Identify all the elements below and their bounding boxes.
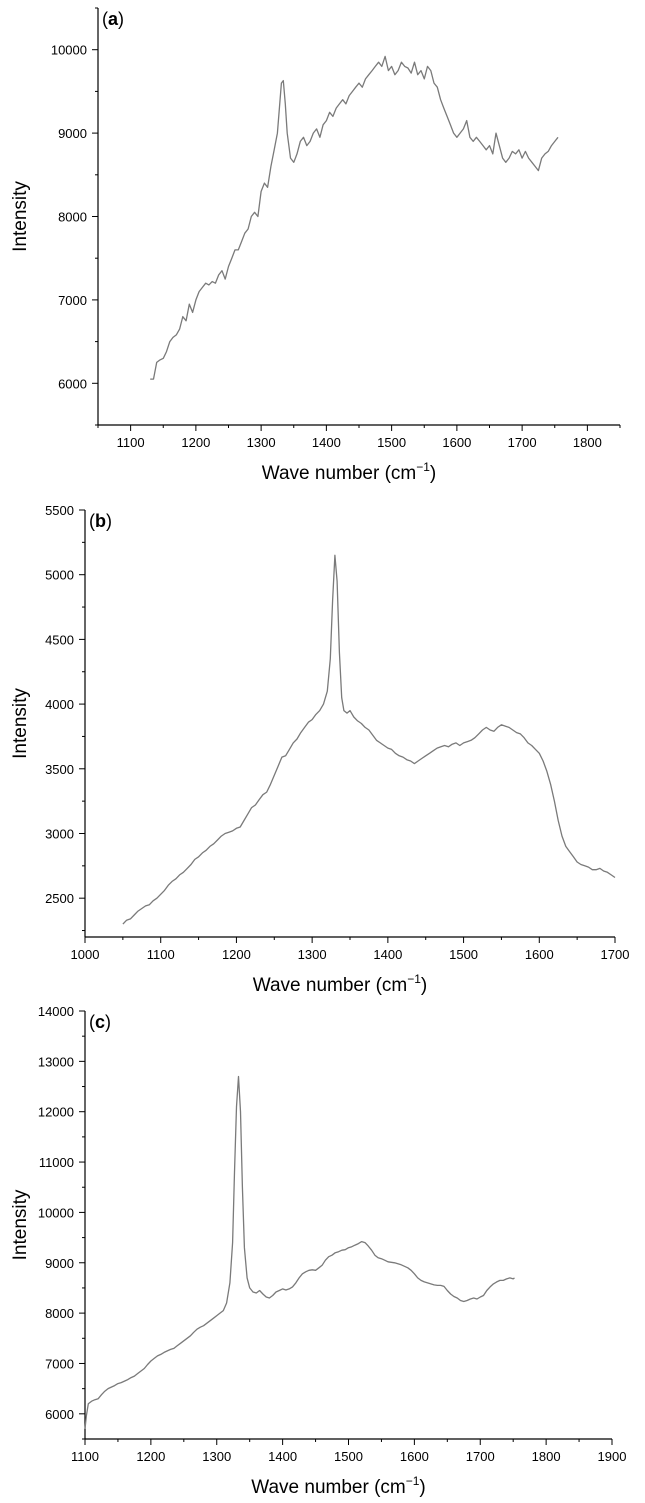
x-axis-title-text: Wave number (cm <box>262 463 417 484</box>
x-tick-label: 1100 <box>117 435 145 450</box>
y-tick-label: 4000 <box>45 697 74 712</box>
y-tick-label: 9000 <box>58 126 87 141</box>
spectrum-line <box>150 55 559 380</box>
x-tick-label: 1300 <box>247 435 276 450</box>
y-axis-title: Intensity <box>10 181 31 252</box>
x-tick-label: 1700 <box>601 947 630 962</box>
y-tick-label: 9000 <box>45 1256 74 1271</box>
x-tick-label: 1700 <box>466 1449 495 1464</box>
chart-panel-b: 1000 1100 1200 1300 1400 1500 1600 1700 2500 3000… <box>10 503 630 996</box>
x-tick-label: 1900 <box>598 1449 627 1464</box>
x-tick-label: 1300 <box>298 947 327 962</box>
x-axis-title-close: ) <box>421 975 427 996</box>
y-axis-title: Intensity <box>10 1189 31 1260</box>
y-tick-label: 6000 <box>45 1407 74 1422</box>
x-tick-label: 1500 <box>377 435 406 450</box>
panel-tag-letter: b <box>95 511 106 531</box>
y-tick-label: 12000 <box>38 1105 74 1120</box>
y-tick-label: 8000 <box>45 1306 74 1321</box>
x-tick-label: 1200 <box>181 435 210 450</box>
y-tick-label: 3000 <box>45 826 74 841</box>
y-tick-label: 5500 <box>45 503 74 518</box>
x-tick-label: 1600 <box>525 947 554 962</box>
x-tick-label: 1100 <box>71 1449 99 1464</box>
y-tick-label: 3500 <box>45 762 74 777</box>
x-tick-label: 1800 <box>532 1449 561 1464</box>
x-axis-title-close: ) <box>430 463 436 484</box>
x-axis-title-sup: −1 <box>416 460 430 474</box>
y-tick-label: 5000 <box>45 568 74 583</box>
panel-tag: (a) <box>102 9 124 29</box>
x-tick-label: 1000 <box>71 947 100 962</box>
x-tick-label: 1800 <box>573 435 602 450</box>
y-axis-title: Intensity <box>10 688 31 759</box>
panel-tag-letter: a <box>108 9 119 29</box>
x-tick-label: 1300 <box>202 1449 231 1464</box>
panel-tag: (c) <box>89 1012 111 1032</box>
y-tick-label: 7000 <box>45 1356 74 1371</box>
y-tick-label: 13000 <box>38 1054 74 1069</box>
x-tick-label: 1600 <box>442 435 471 450</box>
x-axis-title: Wave number (cm−1) <box>253 972 428 996</box>
x-axis-title-text: Wave number (cm <box>251 1477 406 1498</box>
x-tick-label: 1600 <box>400 1449 429 1464</box>
y-tick-label: 8000 <box>58 210 87 225</box>
y-tick-label: 14000 <box>38 1004 74 1019</box>
x-tick-label: 1500 <box>334 1449 363 1464</box>
y-tick-label: 4500 <box>45 632 74 647</box>
panel-tag-letter: c <box>95 1012 105 1032</box>
panel-tag: (b) <box>89 511 112 531</box>
y-tick-label: 10000 <box>51 43 87 58</box>
spectrum-line <box>84 1075 515 1429</box>
chart-panel-c: 1100 1200 1300 1400 1500 1600 1700 1800 1900 6000… <box>10 1004 627 1498</box>
x-tick-label: 1700 <box>508 435 537 450</box>
spectrum-line <box>122 554 616 925</box>
x-axis-title: Wave number (cm−1) <box>251 1474 426 1498</box>
x-axis-title-sup: −1 <box>406 1474 420 1488</box>
x-tick-label: 1400 <box>268 1449 297 1464</box>
chart-panel-a: 1100 1200 1300 1400 1500 1600 1700 1800 6000 7000… <box>10 7 621 484</box>
x-tick-label: 1500 <box>449 947 478 962</box>
x-tick-label: 1400 <box>312 435 341 450</box>
x-axis-title-close: ) <box>419 1477 425 1498</box>
x-tick-label: 1100 <box>147 947 175 962</box>
x-tick-label: 1200 <box>222 947 251 962</box>
y-tick-label: 2500 <box>45 891 74 906</box>
y-tick-label: 11000 <box>39 1155 74 1170</box>
x-axis-title-sup: −1 <box>407 972 421 986</box>
y-tick-label: 6000 <box>58 376 87 391</box>
x-axis-title: Wave number (cm−1) <box>262 460 437 484</box>
x-axis-title-text: Wave number (cm <box>253 975 408 996</box>
y-tick-label: 7000 <box>58 293 87 308</box>
x-tick-label: 1400 <box>373 947 402 962</box>
x-tick-label: 1200 <box>136 1449 165 1464</box>
y-tick-label: 10000 <box>38 1205 74 1220</box>
